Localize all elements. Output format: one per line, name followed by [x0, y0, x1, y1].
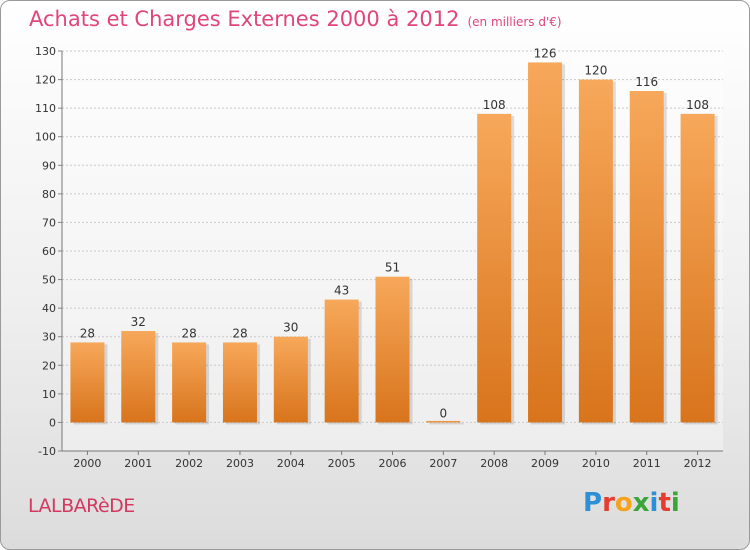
y-tick-label: 50: [42, 274, 56, 287]
y-tick-label: 80: [42, 188, 56, 201]
bar-2007: [426, 420, 461, 423]
data-label: 0: [440, 406, 448, 420]
unit-label: (en milliers d'€): [467, 15, 562, 29]
logo-letter: x: [632, 488, 650, 518]
x-tick-label: 2009: [531, 457, 559, 470]
data-label: 108: [686, 98, 709, 112]
bars: [70, 62, 718, 425]
x-tick-label: 2007: [429, 457, 457, 470]
y-tick-label: 60: [42, 245, 56, 258]
x-tick-label: 2003: [226, 457, 254, 470]
bar-2009: [528, 62, 563, 423]
y-tick-label: 30: [42, 331, 56, 344]
bar-2010: [578, 79, 613, 423]
axes: -10 0 10 20 30 40 50 60 70 80 90 100 110 120 130 2000 20…: [35, 45, 723, 470]
data-label: 126: [534, 46, 557, 60]
bar-2002: [172, 342, 207, 423]
data-label: 28: [232, 326, 247, 340]
x-tick-label: 2000: [73, 457, 101, 470]
bar-2008: [477, 113, 512, 423]
bar-2012: [680, 113, 715, 423]
bar-2011: [629, 91, 664, 423]
bar-2000: [70, 342, 105, 423]
y-tick-label: 10: [42, 388, 56, 401]
bar-2001: [121, 331, 156, 423]
logo-letter: o: [614, 488, 633, 518]
x-tick-label: 2005: [328, 457, 356, 470]
data-labels: 28 32 28 28 30 43 51 0 108 126 120 116 108: [80, 46, 709, 420]
y-tick-label: 110: [35, 102, 56, 115]
y-tick-label: 0: [49, 416, 56, 429]
logo-letter: i: [670, 488, 680, 518]
data-label: 28: [181, 326, 196, 340]
x-tick-label: 2008: [480, 457, 508, 470]
logo-letter: i: [649, 488, 659, 518]
logo-letter: r: [602, 488, 615, 518]
data-label: 43: [334, 284, 349, 298]
bar-2005: [324, 299, 359, 423]
y-tick-label: -10: [38, 445, 56, 458]
x-tick-label: 2011: [633, 457, 661, 470]
data-label: 30: [283, 321, 298, 335]
data-label: 32: [131, 315, 146, 329]
y-tick-label: 40: [42, 302, 56, 315]
y-tick-label: 130: [35, 45, 56, 58]
y-tick-label: 70: [42, 216, 56, 229]
x-tick-label: 2012: [684, 457, 712, 470]
data-label: 51: [385, 261, 400, 275]
bar-2006: [375, 276, 410, 423]
title-text: Achats et Charges Externes 2000 à 2012: [29, 7, 460, 31]
proxiti-logo[interactable]: Proxiti: [583, 488, 680, 518]
data-label: 28: [80, 326, 95, 340]
y-tick-label: 20: [42, 359, 56, 372]
commune-name: LALBARèDE: [28, 495, 135, 517]
logo-letter: P: [583, 488, 603, 518]
x-tick-label: 2004: [277, 457, 305, 470]
x-tick-label: 2006: [379, 457, 407, 470]
chart-title: Achats et Charges Externes 2000 à 2012 (e…: [29, 7, 562, 31]
logo-letter: t: [658, 488, 671, 518]
bar-2003: [222, 342, 257, 423]
x-tick-label: 2001: [124, 457, 152, 470]
data-label: 116: [635, 75, 658, 89]
x-tick-label: 2002: [175, 457, 203, 470]
y-tick-label: 90: [42, 159, 56, 172]
data-label: 108: [483, 98, 506, 112]
x-tick-label: 2010: [582, 457, 610, 470]
bar-2004: [273, 336, 308, 423]
bar-shadow: [429, 422, 464, 425]
data-label: 120: [584, 64, 607, 78]
y-tick-label: 120: [35, 74, 56, 87]
y-tick-label: 100: [35, 131, 56, 144]
